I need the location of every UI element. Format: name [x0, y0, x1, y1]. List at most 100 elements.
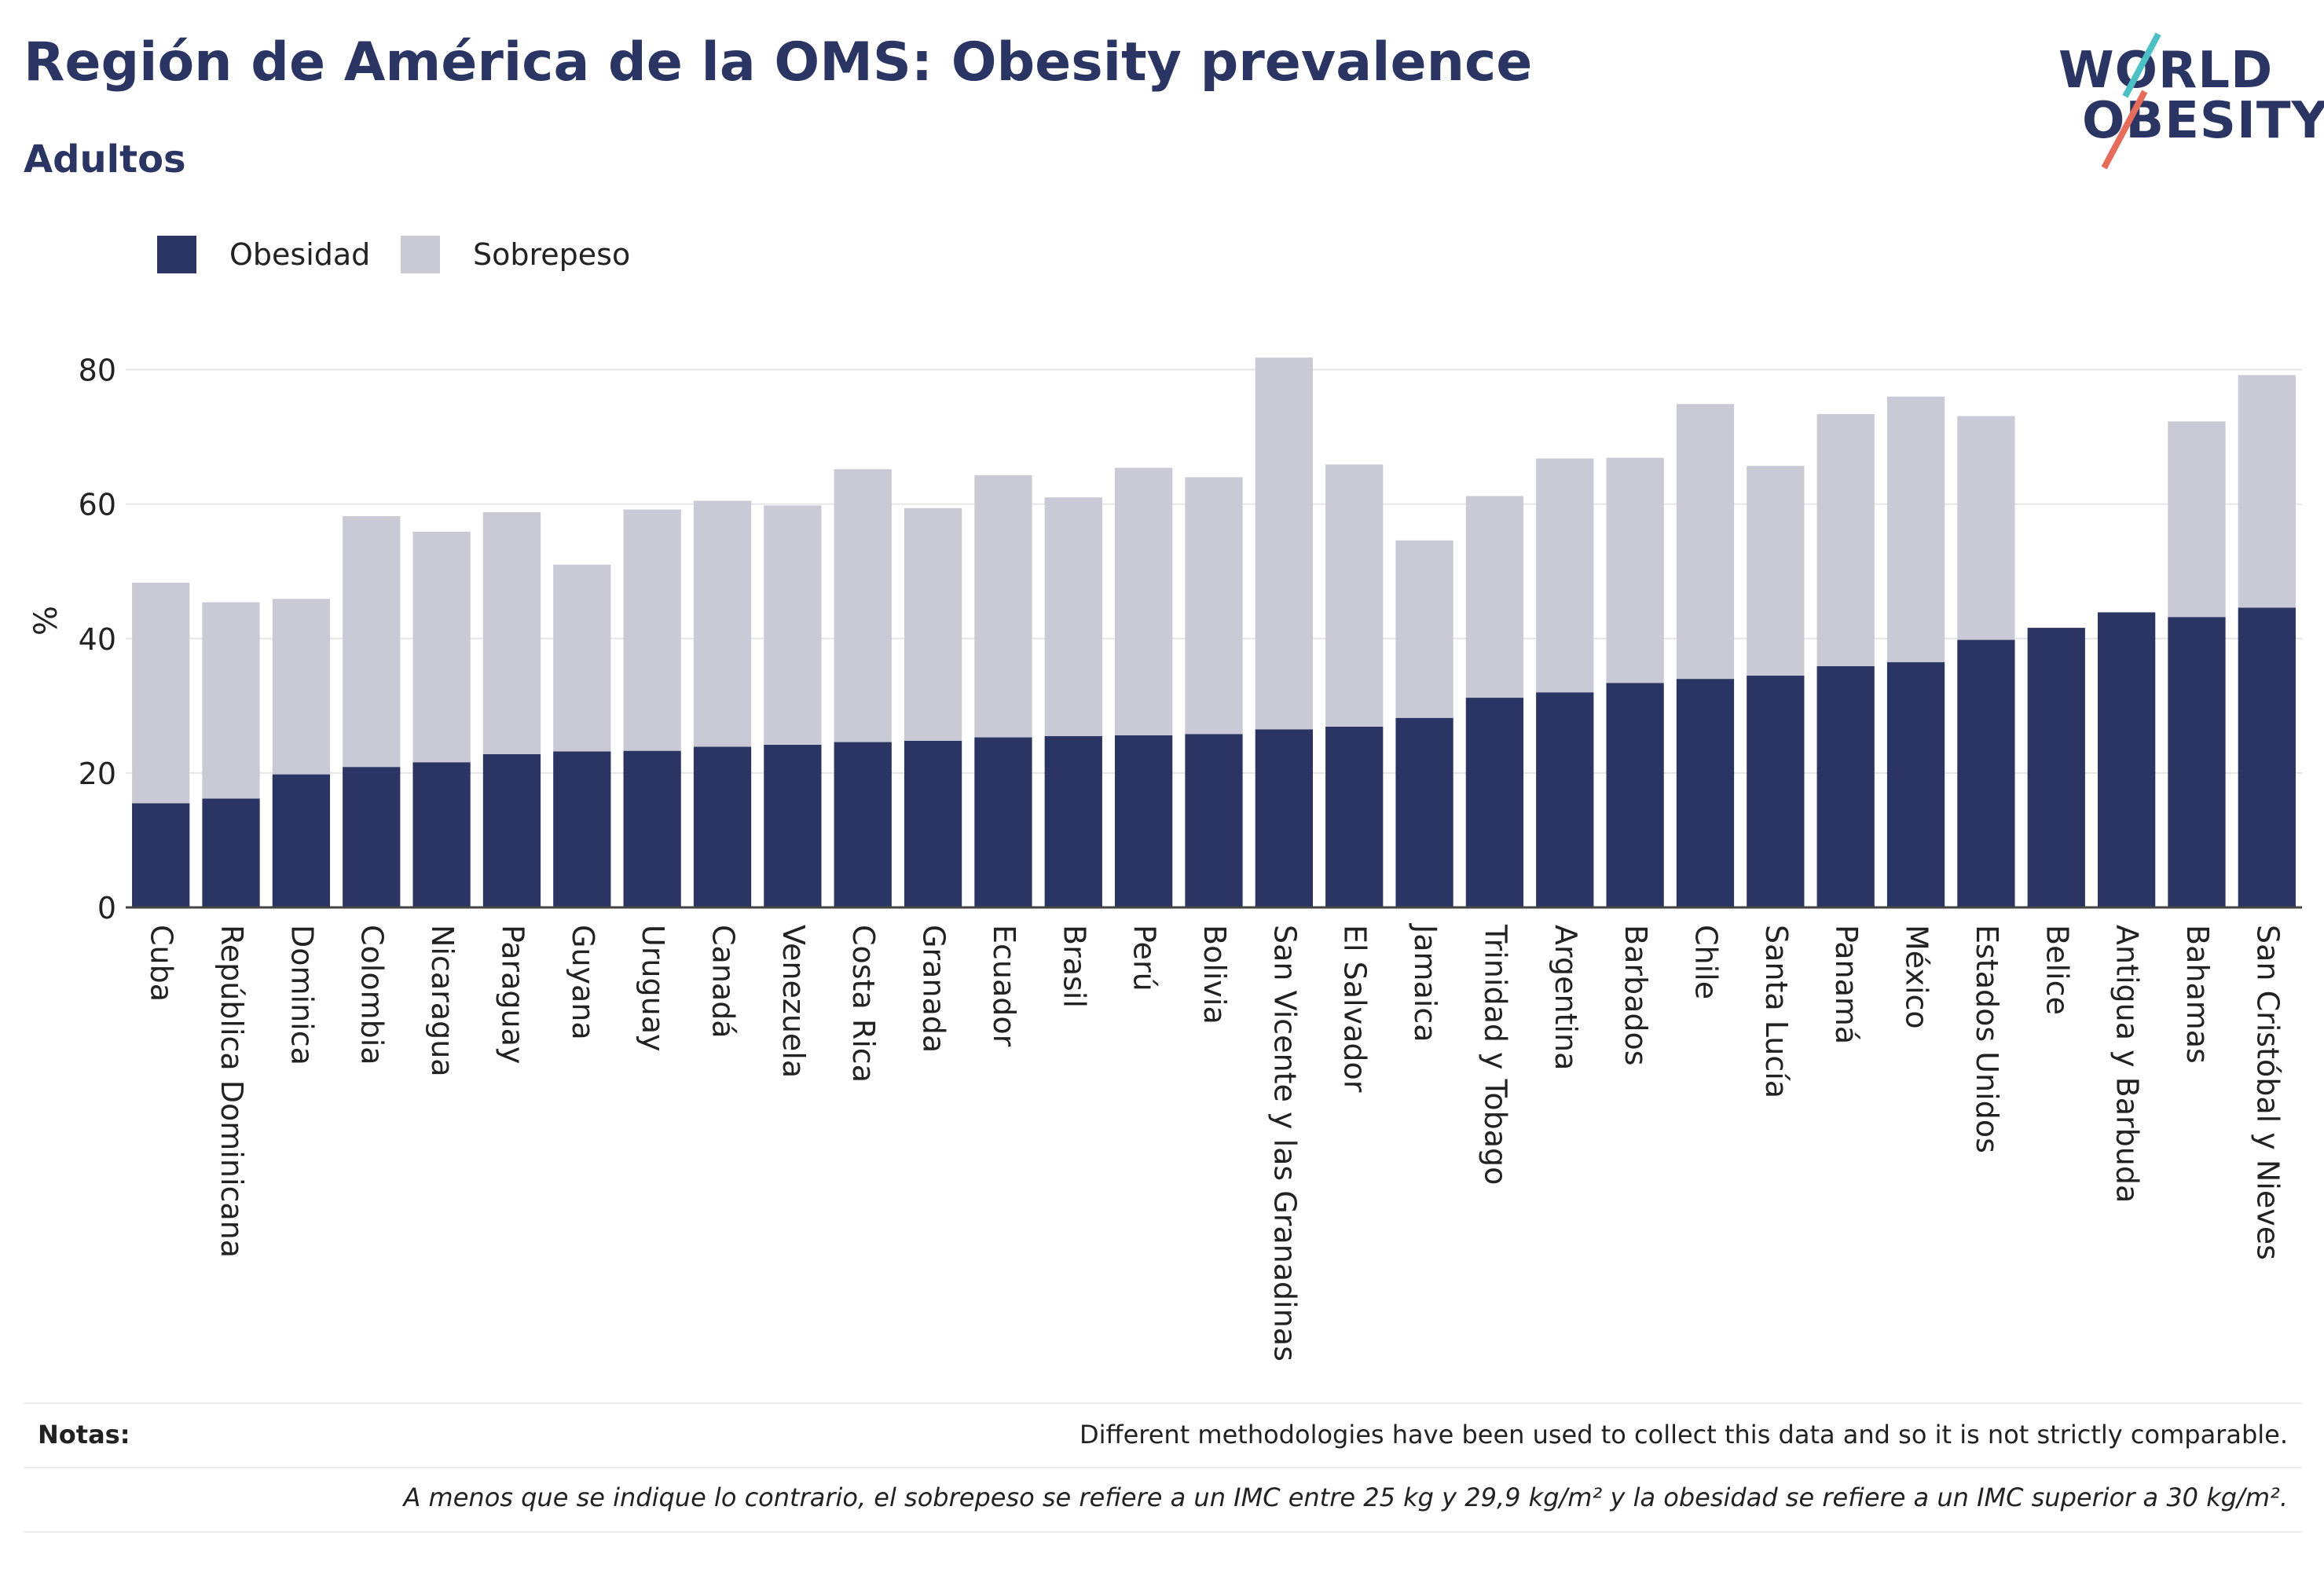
bar-sobrepeso[interactable]	[553, 564, 611, 752]
bar-sobrepeso[interactable]	[1255, 357, 1313, 730]
x-tick-label: Trinidad y Tobago	[1478, 924, 1512, 1185]
legend-item-sobrepeso[interactable]: Sobrepeso	[401, 236, 630, 273]
bar-obesidad[interactable]	[202, 798, 260, 907]
bar-sobrepeso[interactable]	[1606, 457, 1664, 684]
bar-obesidad[interactable]	[1325, 726, 1384, 907]
bar-obesidad[interactable]	[2097, 612, 2156, 907]
bar-obesidad[interactable]	[412, 762, 471, 907]
bar-sobrepeso[interactable]	[412, 531, 471, 763]
bar-sobrepeso[interactable]	[482, 511, 541, 754]
bar-obesidad[interactable]	[623, 750, 681, 907]
bar-sobrepeso[interactable]	[764, 505, 822, 745]
x-tick-label: Estados Unidos	[1970, 925, 2004, 1153]
bar-sobrepeso[interactable]	[1886, 396, 1945, 662]
bar-sobrepeso[interactable]	[2238, 375, 2296, 608]
bar-sobrepeso[interactable]	[1957, 416, 2015, 640]
bar-obesidad[interactable]	[974, 737, 1032, 907]
bar-obesidad[interactable]	[904, 740, 962, 907]
bar-obesidad[interactable]	[1816, 665, 1875, 907]
bar-obesidad[interactable]	[1185, 734, 1243, 907]
x-tick-label: Jamaica	[1408, 923, 1442, 1043]
x-tick-label: San Vicente y las Granadinas	[1267, 925, 1302, 1362]
x-tick-label: Antigua y Barbuda	[2110, 925, 2145, 1203]
bar-obesidad[interactable]	[1747, 675, 1805, 907]
y-tick-label: 20	[79, 757, 116, 791]
bar-obesidad[interactable]	[132, 803, 190, 907]
x-tick-label: Brasil	[1057, 925, 1091, 1008]
x-tick-label: República Dominicana	[214, 925, 249, 1258]
bar-obesidad[interactable]	[693, 746, 752, 907]
bar-sobrepeso[interactable]	[1536, 458, 1594, 693]
x-tick-label: Canadá	[706, 925, 741, 1039]
bar-obesidad[interactable]	[1676, 679, 1735, 907]
bar-sobrepeso[interactable]	[974, 475, 1032, 738]
x-tick-label: Costa Rica	[846, 925, 881, 1083]
legend-label-obesidad: Obesidad	[229, 237, 371, 272]
x-tick-label: Nicaragua	[425, 925, 460, 1077]
bar-obesidad[interactable]	[482, 753, 541, 907]
legend-item-obesidad[interactable]: Obesidad	[157, 236, 370, 273]
bar-obesidad[interactable]	[2238, 607, 2296, 907]
bar-obesidad[interactable]	[1255, 729, 1313, 907]
notes-divider	[24, 1531, 2302, 1533]
x-tick-label: Dominica	[284, 925, 319, 1065]
bar-obesidad[interactable]	[834, 742, 892, 907]
legend-label-sobrepeso: Sobrepeso	[473, 237, 631, 272]
x-tick-label: Guyana	[566, 925, 600, 1040]
bar-sobrepeso[interactable]	[1185, 477, 1243, 735]
bar-sobrepeso[interactable]	[132, 582, 190, 804]
bar-sobrepeso[interactable]	[1115, 467, 1173, 735]
y-axis-label: %	[28, 606, 64, 636]
bar-sobrepeso[interactable]	[202, 602, 260, 799]
notes-section: Notas: Different methodologies have been…	[24, 1402, 2302, 1533]
bar-sobrepeso[interactable]	[1816, 414, 1875, 666]
page-subtitle: Adultos	[24, 137, 186, 181]
bar-sobrepeso[interactable]	[343, 516, 401, 768]
notes-divider	[24, 1467, 2302, 1468]
stacked-bar-chart: 0 20 40 60 80% Cuba República Dominicana Domini…	[28, 354, 2302, 1362]
x-tick-label: San Cristóbal y Nieves	[2250, 925, 2285, 1260]
bar-sobrepeso[interactable]	[1044, 497, 1102, 736]
bar-obesidad[interactable]	[1115, 735, 1173, 907]
notes-divider	[24, 1402, 2302, 1404]
logo-line-1: WORLD	[2058, 42, 2274, 100]
bar-obesidad[interactable]	[1536, 692, 1594, 907]
x-tick-label: Venezuela	[776, 925, 811, 1078]
notes-label: Notas:	[38, 1420, 130, 1450]
bar-sobrepeso[interactable]	[834, 469, 892, 742]
x-tick-label: Argentina	[1549, 925, 1583, 1070]
bar-obesidad[interactable]	[1395, 717, 1453, 907]
bar-sobrepeso[interactable]	[2168, 421, 2226, 618]
bar-obesidad[interactable]	[1465, 698, 1524, 907]
y-tick-label: 0	[97, 891, 116, 925]
bar-obesidad[interactable]	[1044, 735, 1102, 907]
bar-sobrepeso[interactable]	[1676, 404, 1735, 680]
bar-sobrepeso[interactable]	[623, 509, 681, 751]
x-tick-label: Perú	[1127, 925, 1162, 991]
bar-sobrepeso[interactable]	[272, 599, 331, 775]
bar-obesidad[interactable]	[2027, 628, 2085, 907]
bar-obesidad[interactable]	[1886, 662, 1945, 907]
x-tick-label: Cuba	[145, 925, 179, 1002]
bar-sobrepeso[interactable]	[904, 508, 962, 741]
bar-obesidad[interactable]	[553, 751, 611, 907]
x-tick-label: Ecuador	[987, 925, 1021, 1047]
bar-sobrepeso[interactable]	[1395, 540, 1453, 718]
y-tick-label: 80	[79, 354, 116, 388]
x-tick-label: Bahamas	[2180, 925, 2215, 1064]
bar-obesidad[interactable]	[272, 774, 331, 907]
notes-text: Different methodologies have been used t…	[1080, 1420, 2288, 1450]
bar-sobrepeso[interactable]	[1325, 464, 1384, 727]
bar-obesidad[interactable]	[343, 767, 401, 907]
bar-obesidad[interactable]	[1606, 683, 1664, 907]
x-tick-label: Uruguay	[636, 925, 670, 1052]
bar-sobrepeso[interactable]	[693, 500, 752, 747]
bar-obesidad[interactable]	[1957, 640, 2015, 907]
bar-sobrepeso[interactable]	[1747, 465, 1805, 676]
x-tick-label: Barbados	[1618, 925, 1653, 1066]
x-tick-label: Santa Lucía	[1759, 925, 1794, 1098]
bar-sobrepeso[interactable]	[1465, 496, 1524, 698]
y-tick-label: 60	[79, 488, 116, 522]
bar-obesidad[interactable]	[764, 744, 822, 907]
bar-obesidad[interactable]	[2168, 617, 2226, 907]
